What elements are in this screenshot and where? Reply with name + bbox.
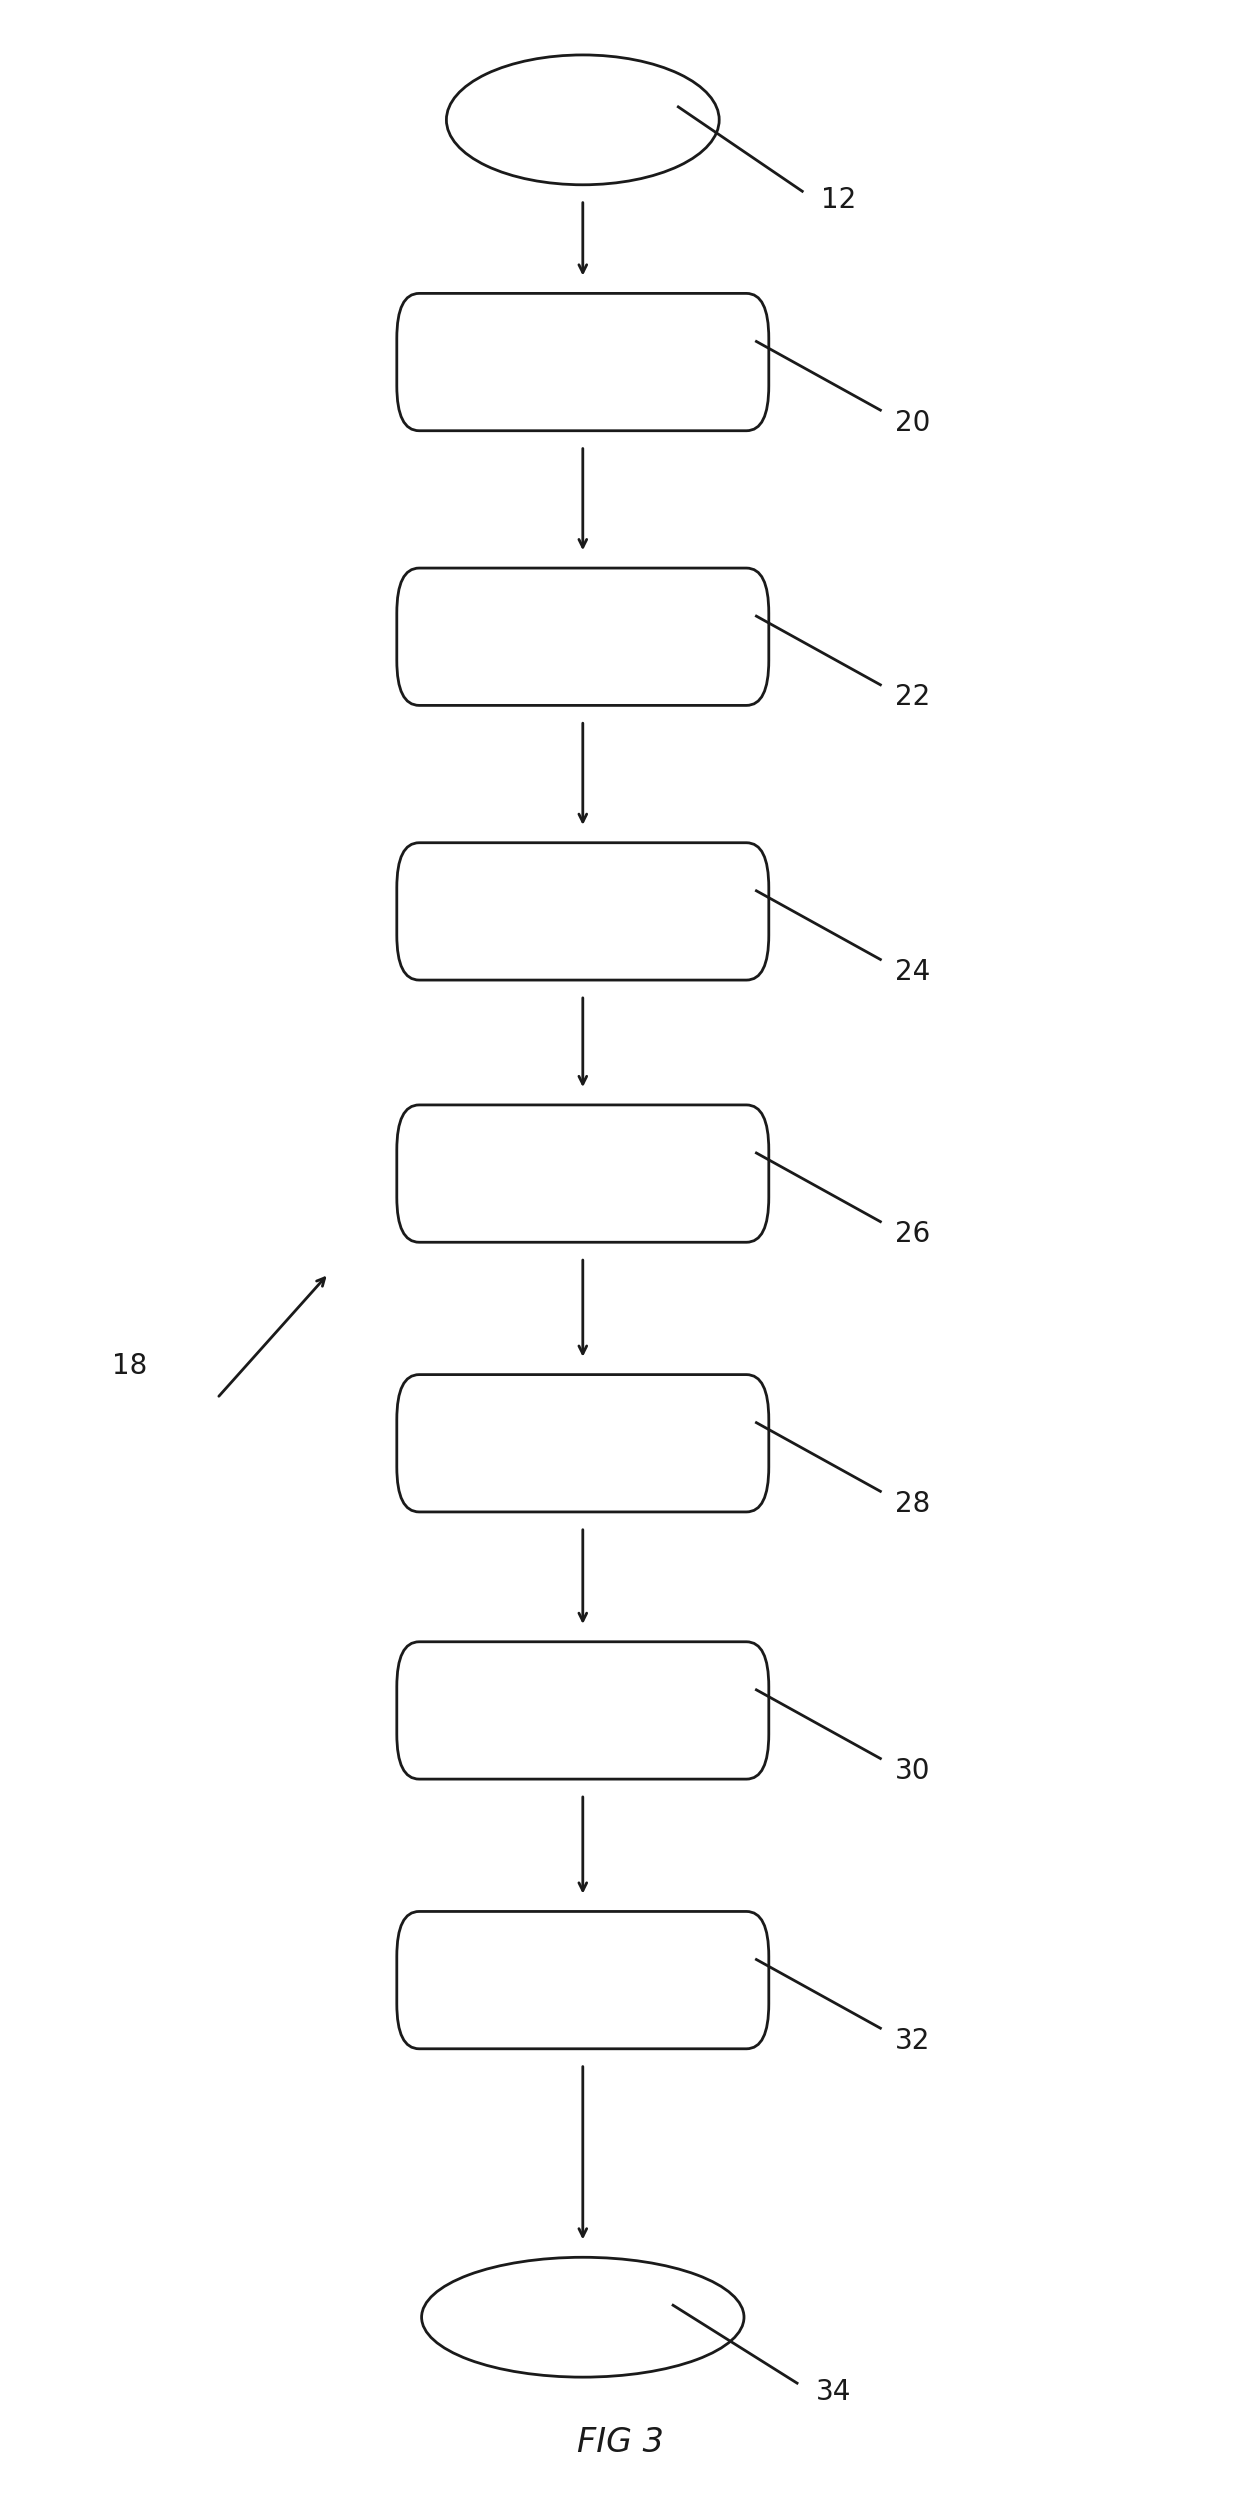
- Ellipse shape: [422, 2257, 744, 2377]
- FancyBboxPatch shape: [397, 841, 769, 979]
- FancyBboxPatch shape: [397, 1104, 769, 1241]
- FancyBboxPatch shape: [397, 1643, 769, 1778]
- Text: FIG 3: FIG 3: [577, 2425, 663, 2460]
- Ellipse shape: [446, 55, 719, 185]
- FancyBboxPatch shape: [397, 1373, 769, 1513]
- Text: 28: 28: [895, 1491, 930, 1518]
- Text: 26: 26: [895, 1221, 930, 1248]
- Text: 30: 30: [895, 1758, 931, 1785]
- Text: 24: 24: [895, 959, 930, 986]
- Text: 22: 22: [895, 684, 930, 712]
- FancyBboxPatch shape: [397, 295, 769, 429]
- Text: 20: 20: [895, 410, 931, 437]
- Text: 34: 34: [816, 2377, 851, 2405]
- FancyBboxPatch shape: [397, 567, 769, 704]
- Text: 12: 12: [821, 187, 856, 215]
- FancyBboxPatch shape: [397, 1913, 769, 2048]
- Text: 32: 32: [895, 2028, 931, 2055]
- Text: 18: 18: [112, 1351, 146, 1381]
